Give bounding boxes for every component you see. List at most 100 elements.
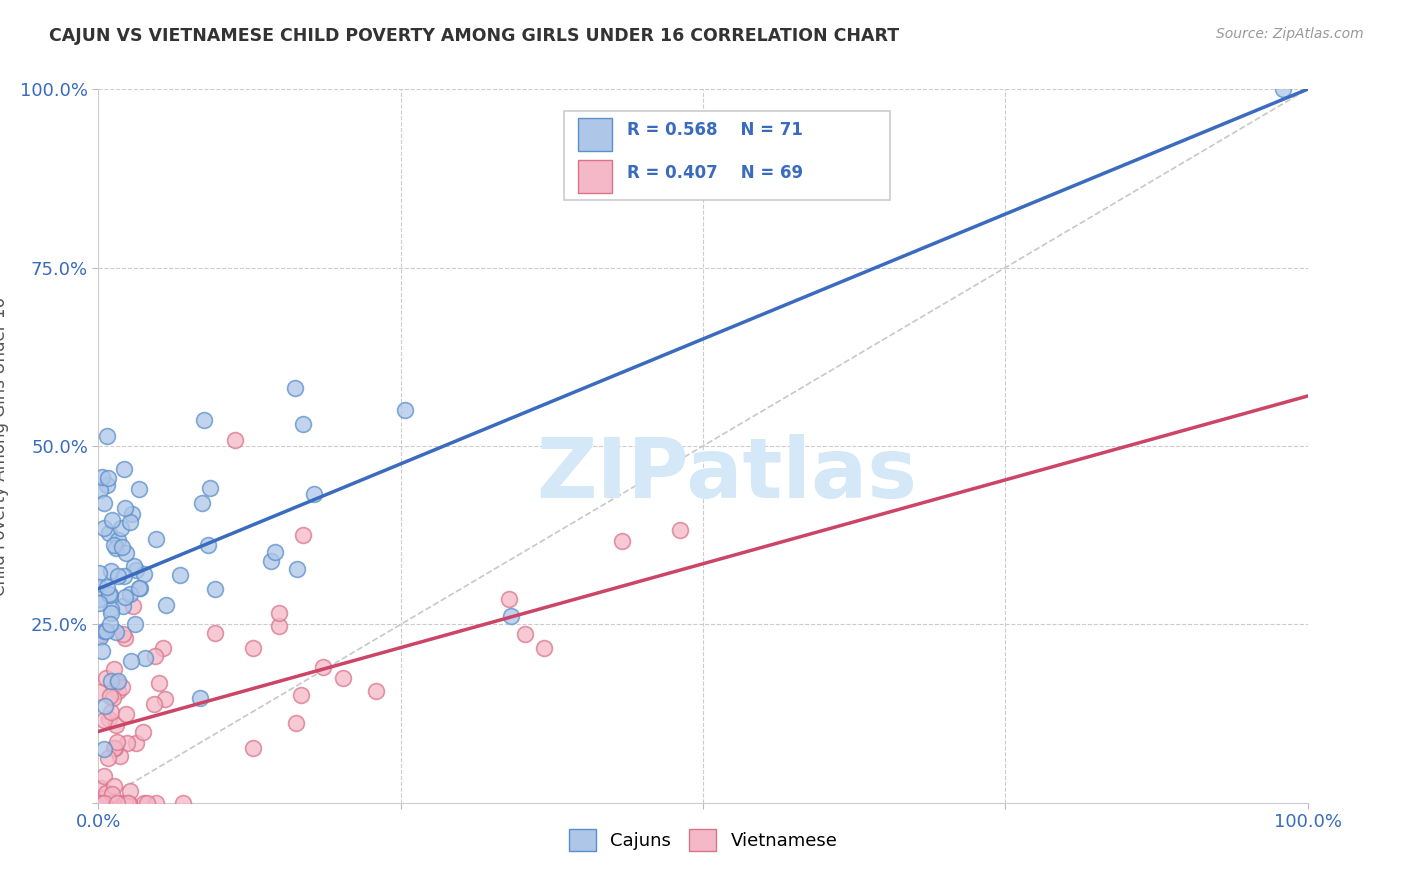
Point: [128, 482, 150, 496]
Point: [110, 521, 132, 535]
Point: [533, 641, 555, 656]
Point: [114, 631, 136, 645]
Point: [97, 471, 120, 485]
Point: [100, 606, 122, 620]
Point: [134, 651, 156, 665]
Point: [107, 533, 129, 547]
Point: [145, 796, 167, 810]
Point: [107, 568, 129, 582]
Point: [513, 627, 536, 641]
Point: [260, 553, 283, 567]
Point: [188, 690, 211, 705]
Point: [105, 796, 128, 810]
Point: [121, 507, 143, 521]
Point: [89, 592, 111, 607]
Point: [132, 796, 155, 810]
Point: [112, 569, 135, 583]
Point: [104, 718, 127, 732]
Point: [90, 781, 112, 796]
Point: [115, 736, 138, 750]
Legend: Cajuns, Vietnamese: Cajuns, Vietnamese: [561, 822, 845, 858]
Point: [89, 796, 111, 810]
Point: [93, 521, 115, 535]
Point: [152, 640, 174, 655]
Point: [100, 705, 122, 719]
Point: [96, 580, 118, 594]
Point: [110, 680, 132, 694]
Point: [117, 796, 139, 810]
Point: [284, 381, 307, 395]
Point: [115, 706, 138, 721]
Point: [98, 689, 121, 703]
Point: [114, 796, 136, 810]
Point: [103, 538, 125, 552]
Point: [89, 684, 111, 698]
Point: [105, 676, 128, 690]
Point: [87, 580, 110, 594]
Point: [135, 796, 157, 810]
Point: [110, 749, 132, 764]
Point: [94, 786, 117, 800]
Point: [290, 688, 312, 702]
Point: [498, 591, 520, 606]
Point: [1272, 82, 1295, 96]
Point: [98, 588, 121, 602]
Point: [668, 523, 690, 537]
Text: Source: ZipAtlas.com: Source: ZipAtlas.com: [1216, 27, 1364, 41]
Point: [89, 566, 111, 581]
Point: [94, 624, 117, 638]
Point: [103, 741, 125, 756]
Point: [103, 779, 125, 793]
Point: [107, 673, 129, 688]
Point: [93, 768, 115, 782]
Text: R = 0.568    N = 71: R = 0.568 N = 71: [627, 121, 803, 139]
Point: [242, 641, 264, 656]
Point: [134, 566, 156, 581]
Point: [90, 644, 112, 658]
Point: [103, 662, 125, 676]
Point: [291, 417, 314, 432]
Point: [93, 796, 115, 810]
Point: [105, 735, 128, 749]
Point: [107, 683, 129, 698]
Point: [366, 684, 388, 698]
Point: [111, 796, 134, 810]
Point: [93, 624, 115, 638]
Point: [267, 619, 290, 633]
Point: [104, 741, 127, 756]
Point: [143, 649, 166, 664]
Point: [285, 561, 308, 575]
Point: [332, 672, 354, 686]
Point: [112, 599, 135, 613]
Point: [94, 796, 117, 810]
Point: [87, 596, 110, 610]
Point: [104, 625, 127, 640]
Point: [100, 602, 122, 616]
Point: [100, 513, 122, 527]
Point: [96, 429, 118, 443]
Point: [128, 581, 150, 595]
Point: [610, 533, 633, 548]
Point: [224, 434, 246, 448]
Text: ZIPatlas: ZIPatlas: [537, 434, 918, 515]
Point: [114, 501, 136, 516]
Y-axis label: Child Poverty Among Girls Under 16: Child Poverty Among Girls Under 16: [0, 296, 8, 596]
Point: [100, 787, 122, 801]
Point: [100, 564, 122, 578]
Point: [93, 713, 115, 727]
FancyBboxPatch shape: [578, 118, 613, 151]
Point: [89, 483, 111, 497]
Point: [98, 526, 121, 541]
Point: [124, 558, 146, 573]
Point: [132, 725, 155, 739]
Point: [204, 582, 226, 597]
Point: [148, 675, 170, 690]
Text: CAJUN VS VIETNAMESE CHILD POVERTY AMONG GIRLS UNDER 16 CORRELATION CHART: CAJUN VS VIETNAMESE CHILD POVERTY AMONG …: [49, 27, 900, 45]
Point: [264, 545, 287, 559]
Point: [120, 515, 142, 529]
Point: [153, 692, 176, 706]
Point: [120, 784, 142, 798]
Point: [98, 616, 121, 631]
Point: [125, 736, 148, 750]
Point: [97, 587, 120, 601]
